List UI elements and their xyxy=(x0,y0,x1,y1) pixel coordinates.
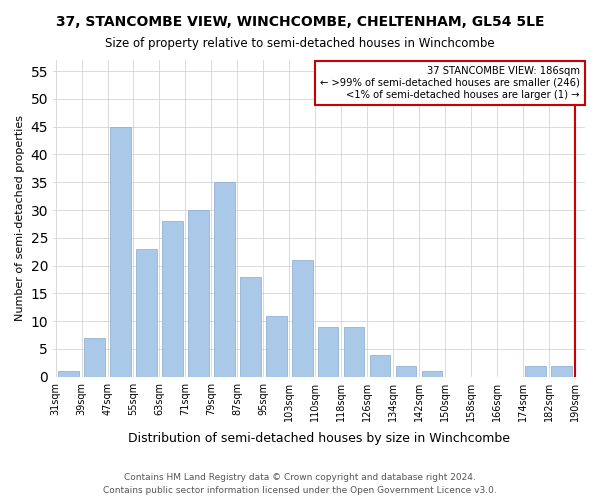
Bar xyxy=(136,249,157,377)
Bar xyxy=(110,126,131,377)
X-axis label: Distribution of semi-detached houses by size in Winchcombe: Distribution of semi-detached houses by … xyxy=(128,432,510,445)
Bar xyxy=(84,338,105,377)
Text: 37 STANCOMBE VIEW: 186sqm
← >99% of semi-detached houses are smaller (246)
<1% o: 37 STANCOMBE VIEW: 186sqm ← >99% of semi… xyxy=(320,66,580,100)
Bar xyxy=(240,276,260,377)
Bar xyxy=(266,316,287,377)
Bar xyxy=(214,182,235,377)
Bar xyxy=(551,366,572,377)
Bar xyxy=(422,371,442,377)
Y-axis label: Number of semi-detached properties: Number of semi-detached properties xyxy=(15,116,25,322)
Bar xyxy=(292,260,313,377)
Text: Contains HM Land Registry data © Crown copyright and database right 2024.
Contai: Contains HM Land Registry data © Crown c… xyxy=(103,473,497,495)
Bar xyxy=(370,354,391,377)
Bar xyxy=(58,371,79,377)
Text: Size of property relative to semi-detached houses in Winchcombe: Size of property relative to semi-detach… xyxy=(105,38,495,51)
Bar xyxy=(344,327,364,377)
Bar xyxy=(526,366,546,377)
Bar xyxy=(162,221,183,377)
Bar xyxy=(318,327,338,377)
Bar xyxy=(395,366,416,377)
Bar xyxy=(188,210,209,377)
Text: 37, STANCOMBE VIEW, WINCHCOMBE, CHELTENHAM, GL54 5LE: 37, STANCOMBE VIEW, WINCHCOMBE, CHELTENH… xyxy=(56,15,544,29)
